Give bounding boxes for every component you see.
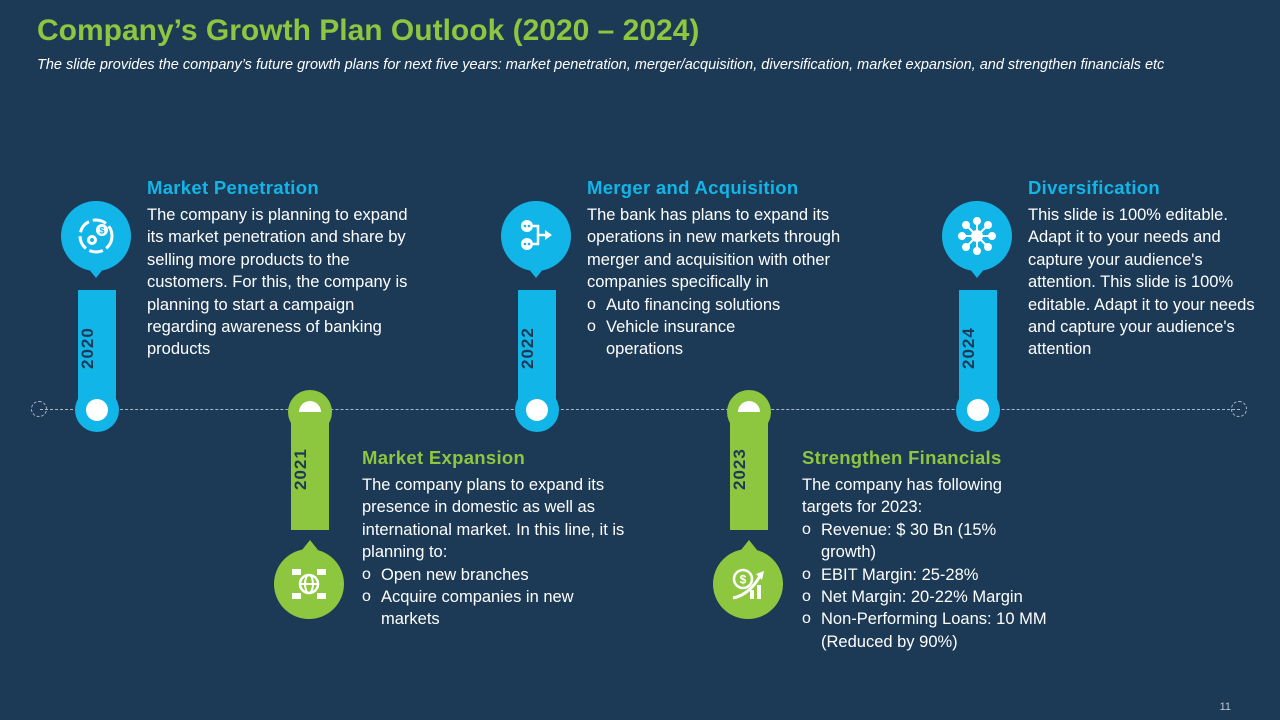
milestone-2022-bullets: Auto financing solutions Vehicle insuran…: [587, 294, 857, 361]
global-network-icon: [292, 569, 326, 599]
milestone-2024-text: Diversification This slide is 100% edita…: [1028, 177, 1268, 361]
milestone-2023-heading: Strengthen Financials: [802, 447, 1002, 468]
milestone-2023-bullets: Revenue: $ 30 Bn (15% growth) EBIT Margi…: [802, 519, 1072, 653]
milestone-2024-heading: Diversification: [1028, 177, 1160, 198]
list-item: Auto financing solutions: [587, 294, 857, 317]
timeline-start-marker: [31, 401, 47, 417]
milestone-2024-pin-tail: [969, 268, 985, 278]
milestone-2020-year: 2020: [78, 327, 97, 369]
milestone-2024-body: This slide is 100% editable. Adapt it to…: [1028, 206, 1255, 359]
svg-text:$: $: [99, 226, 104, 236]
milestone-2020-pin-tail: [88, 268, 104, 278]
milestone-2022-pin: [501, 201, 571, 271]
milestone-2022-pin-tail: [528, 268, 544, 278]
milestone-2020-node: [75, 388, 119, 432]
svg-text:$: $: [740, 573, 747, 587]
milestone-2022-node: [515, 388, 559, 432]
milestone-2023-pin-tail: [741, 540, 757, 550]
milestone-2023-pin: $: [713, 549, 783, 619]
milestone-2024-node: [956, 388, 1000, 432]
milestone-2022-heading: Merger and Acquisition: [587, 177, 799, 198]
milestone-2021-text: Market Expansion The company plans to ex…: [362, 447, 632, 631]
milestone-2024-year: 2024: [959, 327, 978, 369]
milestone-2023-year: 2023: [730, 448, 749, 491]
milestone-2022-text: Merger and Acquisition The bank has plan…: [587, 177, 857, 361]
list-item: Vehicle insurance operations: [587, 316, 786, 361]
milestone-2021-bullets: Open new branches Acquire companies in n…: [362, 564, 632, 631]
list-item: Non-Performing Loans: 10 MM (Reduced by …: [802, 608, 1061, 653]
dollar-growth-icon: $: [732, 568, 764, 600]
milestone-2022-body: The bank has plans to expand its operati…: [587, 206, 841, 292]
milestone-2023-body: The company has following targets for 20…: [802, 476, 1002, 517]
page-number: 11: [1219, 701, 1231, 713]
milestone-2021-year: 2021: [291, 448, 310, 491]
milestone-2023-stem: 2023: [730, 412, 768, 530]
list-item: EBIT Margin: 25-28%: [802, 564, 1072, 587]
milestone-2021-stem: 2021: [291, 412, 329, 530]
merge-flow-icon: [521, 220, 552, 250]
milestone-2023-text: Strengthen Financials The company has fo…: [802, 447, 1072, 653]
dollar-gear-icon: $: [78, 218, 114, 254]
slide-title: Company’s Growth Plan Outlook (2020 – 20…: [37, 14, 700, 47]
list-item: Open new branches: [362, 564, 632, 587]
list-item: Net Margin: 20-22% Margin: [802, 586, 1072, 609]
milestone-2024-pin: [942, 201, 1012, 271]
milestone-2020-text: Market Penetration The company is planni…: [147, 177, 417, 361]
milestone-2021-heading: Market Expansion: [362, 447, 526, 468]
slide-subtitle: The slide provides the company’s future …: [37, 57, 1165, 73]
list-item: Revenue: $ 30 Bn (15% growth): [802, 519, 1036, 564]
network-hub-icon: [958, 217, 996, 255]
milestone-2021-pin-tail: [302, 540, 318, 550]
milestone-2022-year: 2022: [518, 327, 537, 369]
list-item: Acquire companies in new markets: [362, 586, 632, 631]
milestone-2021-body: The company plans to expand its presence…: [362, 476, 625, 562]
milestone-2021-pin: [274, 549, 344, 619]
timeline-axis: [40, 409, 1240, 410]
milestone-2020-body: The company is planning to expand its ma…: [147, 206, 408, 359]
milestone-2020-pin: $: [61, 201, 131, 271]
milestone-2020-heading: Market Penetration: [147, 177, 319, 198]
timeline-end-marker: [1231, 401, 1247, 417]
